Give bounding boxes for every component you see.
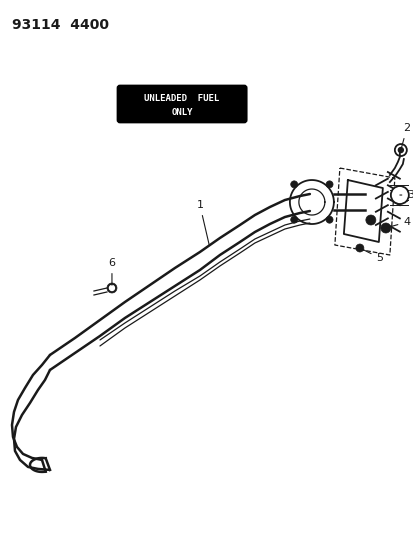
Circle shape — [109, 286, 114, 290]
Circle shape — [397, 148, 402, 152]
FancyBboxPatch shape — [118, 86, 246, 122]
Text: 6: 6 — [108, 258, 115, 285]
Circle shape — [290, 181, 297, 188]
Circle shape — [390, 186, 408, 204]
Text: 7: 7 — [178, 89, 185, 122]
Circle shape — [355, 244, 363, 252]
Text: 1: 1 — [196, 200, 209, 245]
Text: 4: 4 — [387, 217, 409, 227]
Circle shape — [325, 181, 332, 188]
Text: ONLY: ONLY — [171, 109, 192, 117]
Circle shape — [380, 223, 390, 233]
Text: 93114  4400: 93114 4400 — [12, 18, 109, 32]
Text: 2: 2 — [401, 123, 409, 147]
Circle shape — [365, 215, 375, 225]
Circle shape — [394, 144, 406, 156]
Text: UNLEADED  FUEL: UNLEADED FUEL — [144, 94, 219, 103]
Circle shape — [107, 283, 117, 293]
Text: 3: 3 — [399, 190, 413, 200]
Circle shape — [325, 216, 332, 223]
Text: 5: 5 — [361, 249, 382, 263]
Circle shape — [290, 216, 297, 223]
